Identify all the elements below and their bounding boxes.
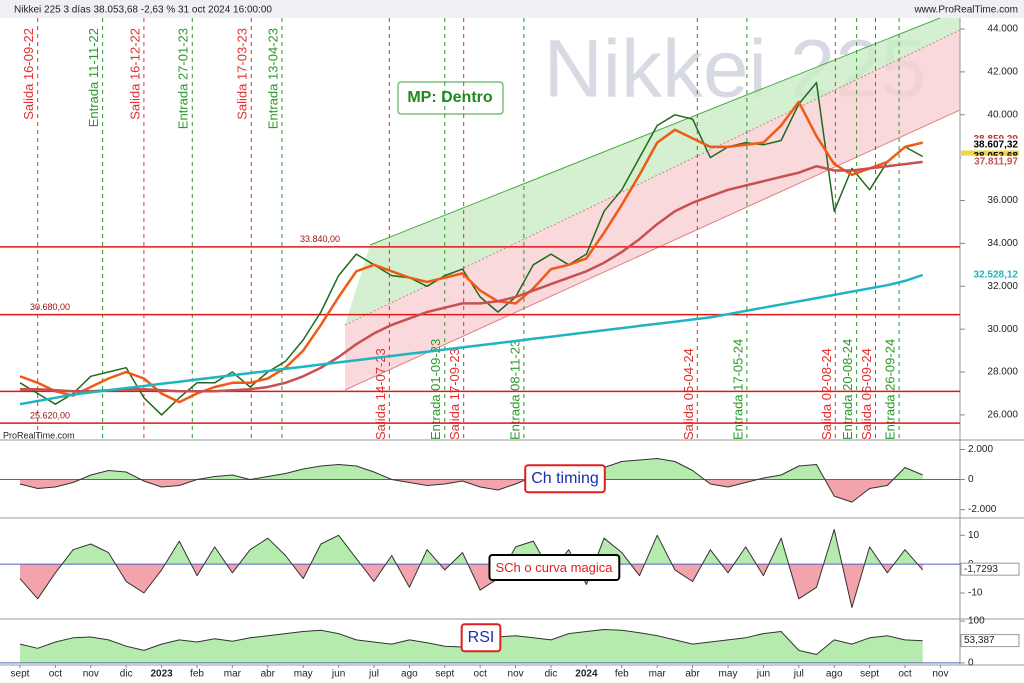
logo: ProRealTime.com [3,430,75,440]
signal-label: Salida 16-12-22 [127,28,142,120]
y-tick-label: 0 [968,658,974,669]
annotation: MP: Dentro [407,89,493,106]
x-tick-label: 2024 [575,669,598,680]
x-tick-label: dic [120,669,133,680]
annotation-box [397,81,504,115]
y-tick-label: 34.000 [987,238,1018,249]
signal-label: Salida 02-08-24 [819,348,834,440]
x-tick-label: may [719,669,738,680]
area-positive [62,529,918,565]
level-label: 33.840,00 [300,234,340,244]
price-plot: Salida 16-09-22 Entrada 11-11-22 Salida 16… [0,18,960,440]
y-tick-label: -2.000 [968,504,997,515]
x-tick-label: abr [685,669,700,680]
panel-title: RSI [468,629,495,646]
y-tick-label: 40.000 [987,109,1018,120]
x-tick-label: mar [649,669,667,680]
x-tick-label: mar [224,669,242,680]
level-label: 30.680,00 [30,302,70,312]
x-tick-label: sept [435,669,454,680]
x-tick-label: nov [508,669,524,680]
y-tick-label: 26.000 [987,410,1018,421]
x-tick-label: oct [49,669,63,680]
panel-title-box [488,553,621,581]
x-tick-label: oct [898,669,912,680]
x-tick-label: jun [756,669,770,680]
signal-label: Salida 05-04-24 [681,348,696,440]
y-tick-label: 32.000 [987,281,1018,292]
panel-title-box [460,623,502,653]
signal-label: Salida 14-07-23 [373,348,388,440]
signal-label: Entrada 01-09-23 [428,339,443,440]
x-tick-label: feb [615,669,629,680]
price-label: 32.528,12 [974,270,1019,281]
channel-line [369,18,942,246]
price-label-box [961,155,1019,168]
channel-line [344,109,960,391]
x-tick-label: ago [826,669,843,680]
x-tick-label: nov [83,669,99,680]
x-tick-label: nov [932,669,948,680]
signal-label: Salida 17-03-23 [235,28,250,120]
signal-label: Entrada 13-04-23 [265,28,280,129]
panel-title: Ch timing [531,470,599,487]
x-tick-label: oct [474,669,488,680]
y-tick-label: 10 [968,530,980,541]
last-label-box [960,634,1020,648]
signal-label: Entrada 08-11-23 [507,340,522,440]
header-bar [0,0,1024,18]
price-label-box [961,138,1019,151]
series-line [19,529,924,608]
series-line [20,160,923,393]
panel-title-box [524,464,606,494]
last-label: -1,7293 [964,564,998,575]
y-tick-label: 2.000 [968,444,993,455]
signal-label: Entrada 17-05-24 [730,339,745,440]
x-tick-label: sept [11,669,30,680]
x-tick-label: 2023 [150,669,173,680]
y-tick-label: 42.000 [987,67,1018,78]
signal-label: Entrada 27-01-23 [176,28,191,129]
y-tick-label: 100 [968,616,985,627]
signal-label: Entrada 20-08-24 [840,339,855,440]
y-tick-label: 0 [968,474,974,485]
series-line [19,458,923,503]
y-tick-label: 30.000 [987,324,1018,335]
y-tick-label: 36.000 [987,195,1018,206]
level-label: 25.620,00 [30,410,70,420]
x-tick-label: jul [368,669,379,680]
signal-label: Salida 16-09-22 [21,28,36,120]
price-label-box [961,268,1019,281]
x-tick-label: ago [401,669,418,680]
series-line [19,100,923,404]
series-line [19,273,924,406]
signal-label: Salida 17-09-23 [447,348,462,440]
x-tick-label: sept [860,669,879,680]
last-label: 53,387 [964,635,995,646]
area-negative [20,479,923,503]
price-label: 37.811,97 [974,156,1018,167]
signal-label: Entrada 26-09-24 [883,339,898,440]
x-tick-label: may [294,669,313,680]
signal-label: Entrada 11-11-22 [86,28,101,127]
site: www.ProRealTime.com [913,5,1018,16]
y-tick-label: 44.000 [987,24,1018,35]
header-title: Nikkei 225 3 días 38.053,68 -2,63 % 31 o… [14,5,272,16]
x-tick-label: jun [331,669,345,680]
x-tick-label: dic [545,669,558,680]
x-tick-label: jul [793,669,804,680]
signal-label: Salida 06-09-24 [859,348,874,440]
y-tick-label: -10 [968,588,983,599]
price-label: 38.607,32 [974,139,1019,150]
y-tick-label: 28.000 [987,367,1018,378]
x-tick-label: feb [190,669,204,680]
panel-title: SCh o curva magica [495,560,613,575]
last-label-box [960,562,1020,576]
x-tick-label: abr [261,669,276,680]
